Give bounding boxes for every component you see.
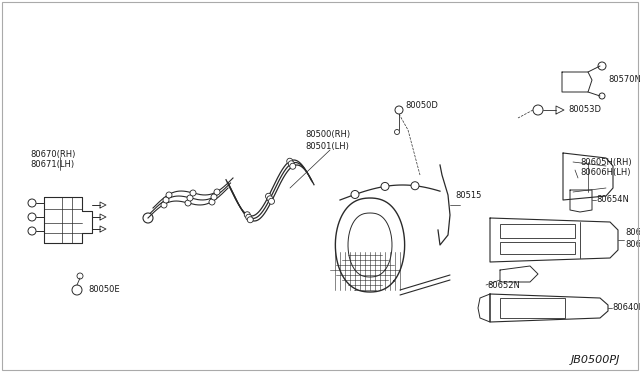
Circle shape bbox=[394, 129, 399, 135]
Circle shape bbox=[187, 195, 193, 201]
Circle shape bbox=[351, 190, 359, 199]
Text: JB0500PJ: JB0500PJ bbox=[571, 355, 620, 365]
Circle shape bbox=[244, 212, 250, 218]
Text: 80605H(RH): 80605H(RH) bbox=[580, 157, 632, 167]
Circle shape bbox=[288, 161, 294, 167]
Text: 80500(RH): 80500(RH) bbox=[305, 131, 350, 140]
Text: 80640N: 80640N bbox=[612, 304, 640, 312]
Circle shape bbox=[185, 200, 191, 206]
Text: 80050E: 80050E bbox=[88, 285, 120, 295]
Bar bbox=[500, 224, 575, 238]
Circle shape bbox=[163, 197, 169, 203]
Circle shape bbox=[411, 182, 419, 190]
Circle shape bbox=[166, 192, 172, 198]
Text: 80515: 80515 bbox=[455, 190, 481, 199]
Text: 80606H(LH): 80606H(LH) bbox=[580, 167, 630, 176]
Circle shape bbox=[209, 199, 215, 205]
Circle shape bbox=[290, 163, 296, 169]
Text: 80670(RH): 80670(RH) bbox=[30, 151, 76, 160]
Text: 80644M(RH): 80644M(RH) bbox=[625, 228, 640, 237]
Circle shape bbox=[381, 182, 389, 190]
Circle shape bbox=[266, 193, 271, 199]
Circle shape bbox=[246, 214, 252, 220]
Text: 80645M(LH): 80645M(LH) bbox=[625, 240, 640, 248]
Text: 80570N: 80570N bbox=[608, 74, 640, 83]
Circle shape bbox=[214, 189, 220, 195]
Circle shape bbox=[267, 196, 273, 202]
Text: 80652N: 80652N bbox=[487, 280, 520, 289]
Text: 80053D: 80053D bbox=[568, 106, 601, 115]
Circle shape bbox=[247, 217, 253, 223]
Circle shape bbox=[161, 202, 167, 208]
Text: 80654N: 80654N bbox=[596, 196, 629, 205]
Circle shape bbox=[287, 158, 292, 164]
Bar bbox=[500, 242, 575, 254]
Text: 80050D: 80050D bbox=[405, 100, 438, 109]
Bar bbox=[500, 298, 565, 318]
Text: 80501(LH): 80501(LH) bbox=[305, 142, 349, 151]
Circle shape bbox=[269, 198, 275, 204]
Circle shape bbox=[190, 190, 196, 196]
Circle shape bbox=[211, 194, 217, 200]
Text: 80671(LH): 80671(LH) bbox=[30, 160, 74, 170]
